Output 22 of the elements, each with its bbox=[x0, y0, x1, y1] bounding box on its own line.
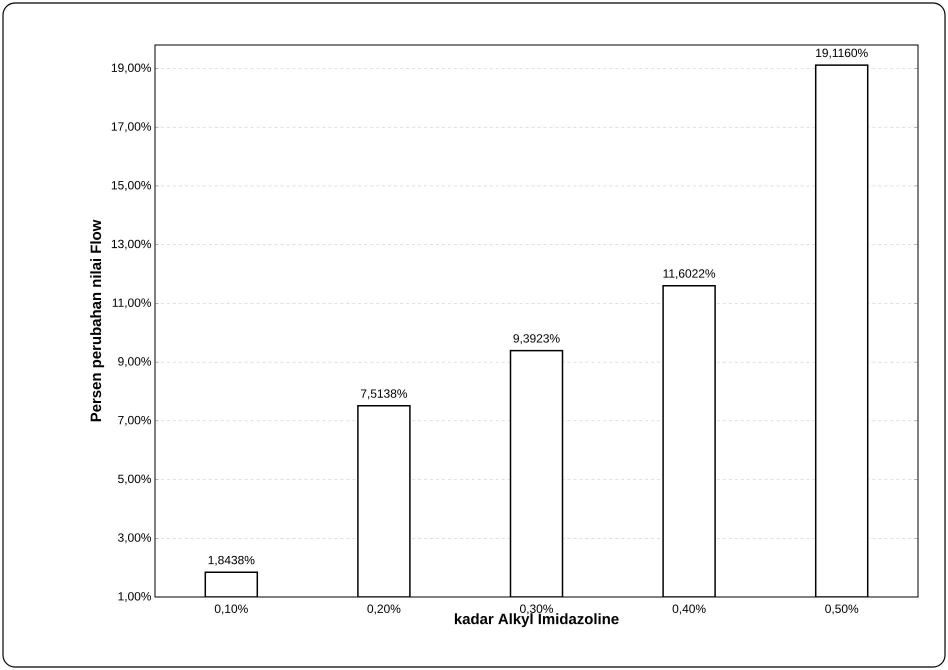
x-tick-label: 0,30% bbox=[520, 604, 554, 614]
data-label: 11,6022% bbox=[664, 269, 716, 280]
y-axis-title: Persen perubahan nilai Flow bbox=[90, 220, 104, 422]
x-tick-label: 0,50% bbox=[825, 604, 858, 614]
x-axis-title: kadar Alkyl Imidazoline bbox=[454, 613, 619, 628]
y-tick-label: 1,00% bbox=[118, 592, 152, 602]
y-tick-label: 17,00% bbox=[112, 122, 152, 132]
x-tick-label: 0,40% bbox=[672, 604, 706, 614]
y-tick-label: 19,00% bbox=[112, 64, 152, 74]
data-label: 7,5138% bbox=[360, 389, 408, 400]
x-tick-label: 0,10% bbox=[214, 604, 248, 614]
y-tick-label: 7,00% bbox=[118, 416, 152, 426]
y-tick-label: 5,00% bbox=[118, 474, 152, 484]
y-tick-label: 13,00% bbox=[112, 240, 152, 250]
y-tick-label: 11,00% bbox=[112, 298, 152, 308]
y-tick-label: 3,00% bbox=[118, 533, 152, 544]
x-tick-label: 0,20% bbox=[367, 604, 400, 614]
y-tick-label: 9,00% bbox=[118, 357, 152, 368]
data-label: 1,8438% bbox=[208, 556, 254, 566]
data-label: 19,1160% bbox=[816, 48, 868, 59]
y-tick-label: 15,00% bbox=[112, 180, 152, 191]
data-label: 9,3923% bbox=[513, 334, 560, 344]
